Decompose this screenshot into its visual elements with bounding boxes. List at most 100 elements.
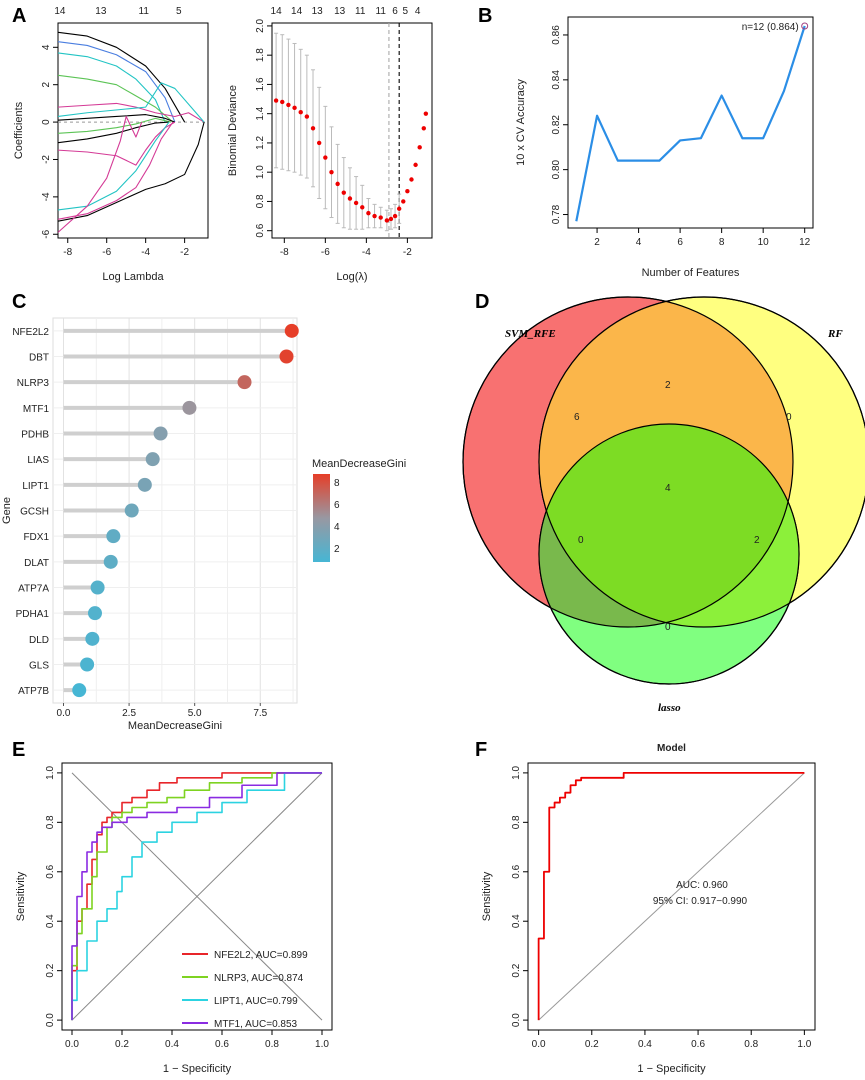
c-lollipop-head: [153, 426, 168, 441]
a2-deviance-point: [347, 196, 353, 201]
a2-xlabel: Log(λ): [336, 271, 367, 283]
a2-deviance-point: [378, 215, 383, 220]
a2-xtick-label: -4: [362, 247, 371, 258]
a2-deviance-point: [401, 199, 406, 204]
b-ytick-label: 0.82: [551, 115, 562, 135]
c-gene-label: LIPT1: [22, 481, 49, 492]
a2-ytick-label: 0.8: [255, 194, 266, 208]
c-xlabel: MeanDecreaseGini: [128, 720, 222, 732]
a2-deviance-point: [286, 102, 291, 108]
a1-frame: [57, 22, 209, 239]
a1-ytick-label: 0: [41, 119, 52, 125]
b-accuracy-line: [575, 25, 806, 222]
panel-c-gini-lollipop: 0.0 2.5 5.0 7.5 NFE2L2 DBT NLRP3 MTF1 PDHB LIAS LI…: [1, 317, 406, 732]
a1-ylabel: Coefficients: [13, 101, 25, 159]
e-frame: [61, 762, 333, 1031]
e-legend-label: NFE2L2, AUC=0.899: [214, 950, 308, 961]
a1-xtick-label: -4: [141, 247, 150, 258]
f-ci-label: 95% CI: 0.917−0.990: [653, 896, 748, 907]
a1-coefficient-path: [57, 31, 186, 123]
panel-label-f: F: [475, 739, 487, 761]
c-gene-label: DBT: [29, 353, 49, 364]
a2-deviance-point: [360, 205, 365, 210]
e-xtick-label: 0.6: [215, 1039, 229, 1050]
a2-top-tick-label: 13: [334, 6, 346, 17]
c-legend-tick: 2: [334, 544, 340, 555]
venn-label-lasso: lasso: [658, 702, 681, 714]
a2-deviance-point: [316, 140, 322, 146]
c-lollipop-head: [80, 657, 95, 672]
panel-label-e: E: [12, 739, 25, 761]
a2-deviance-point: [335, 181, 340, 187]
venn-count-all: 4: [665, 483, 671, 494]
e-ylabel: Sensitivity: [15, 871, 27, 921]
panel-a-binomial-deviance: -8 -6 -4 -2 0.6 0.8 1.0 1.2 1.4 1.6 1.8 2.0 Log(λ) Bi…: [227, 6, 433, 283]
a2-deviance-point: [372, 213, 377, 219]
c-lollipop-head: [284, 323, 299, 338]
venn-count-rf-lasso: 2: [754, 535, 760, 546]
a2-deviance-point: [384, 218, 390, 223]
a1-coefficient-path: [57, 82, 205, 123]
c-gene-label: PDHA1: [16, 609, 50, 620]
a1-top-tick-label: 11: [139, 6, 150, 17]
e-diagonal-ref: [71, 772, 323, 1021]
b-xtick-label: 8: [719, 237, 725, 248]
a1-coefficient-path: [57, 121, 170, 144]
a1-xtick-label: -8: [63, 247, 72, 258]
c-xtick-label: 0.0: [57, 708, 71, 719]
c-lollipop-head: [106, 529, 121, 544]
e-legend-label: LIPT1, AUC=0.799: [214, 996, 298, 1007]
a1-top-tick-label: 14: [54, 6, 66, 17]
c-lollipop-head: [90, 580, 105, 595]
a1-coefficient-path: [57, 114, 176, 123]
a2-deviance-point: [396, 206, 402, 211]
b-best-annotation: n=12 (0.864): [742, 22, 799, 33]
c-gene-label: LIAS: [27, 455, 49, 466]
a2-deviance-point: [417, 145, 422, 150]
a1-ytick-label: 4: [41, 44, 52, 50]
a2-deviance-point: [292, 105, 297, 111]
c-legend-tick: 4: [334, 522, 340, 533]
f-ytick-label: 0.0: [511, 1013, 522, 1027]
e-ytick-label: 0.4: [45, 914, 56, 928]
c-lollipop-head: [137, 477, 152, 492]
a2-ytick-label: 0.6: [255, 223, 266, 237]
a2-deviance-point: [409, 177, 414, 182]
c-xtick-label: 7.5: [253, 708, 267, 719]
a2-frame: [271, 22, 433, 239]
c-gene-label: DLAT: [24, 558, 49, 569]
b-xtick-label: 10: [758, 237, 770, 248]
a2-deviance-point: [413, 162, 418, 168]
a1-coefficient-path: [57, 117, 172, 134]
panel-label-d: D: [475, 291, 489, 313]
b-ytick-label: 0.84: [551, 70, 562, 90]
panel-b-cv-accuracy: 2 4 6 8 10 12 0.78 0.80 0.82 0.84 0.86 Number of Fe…: [515, 16, 814, 279]
f-ylabel: Sensitivity: [481, 871, 493, 921]
f-diagonal: [538, 772, 805, 1021]
c-lollipop-head: [145, 452, 160, 467]
a1-coefficient-path: [57, 121, 174, 220]
e-ytick-label: 0.8: [45, 815, 56, 829]
a2-deviance-point: [392, 213, 398, 219]
a1-coefficient-path: [57, 102, 205, 123]
venn-label-svm-rfe: SVM_RFE: [505, 328, 556, 340]
f-ytick-label: 0.6: [511, 864, 522, 878]
a1-coefficient-path: [57, 121, 170, 211]
panel-a-lasso-coefficients: -8 -6 -4 -2 -6 -4 -2 0 2 4 Log Lambda Coefficients 1…: [13, 6, 209, 283]
e-roc-curve: [71, 772, 322, 1021]
e-xtick-label: 0.8: [265, 1039, 279, 1050]
f-xtick-label: 0.0: [532, 1039, 546, 1050]
e-ytick-label: 0.2: [45, 963, 56, 977]
a2-top-tick-label: 14: [291, 6, 303, 17]
c-colorbar: [313, 474, 330, 562]
f-title: Model: [657, 743, 686, 754]
venn-count-rf-only: 0: [786, 412, 792, 423]
panel-label-c: C: [12, 291, 26, 313]
a2-deviance-point: [298, 110, 303, 115]
e-xtick-label: 1.0: [315, 1039, 329, 1050]
panel-f-roc-model: 0.0 0.2 0.4 0.6 0.8 1.0 0.0 0.2 0.4 0.6 0.8 1.0 1 − …: [481, 743, 816, 1075]
c-lollipop-head: [85, 631, 100, 646]
b-xtick-label: 6: [677, 237, 683, 248]
venn-count-svm-only: 6: [574, 412, 580, 423]
